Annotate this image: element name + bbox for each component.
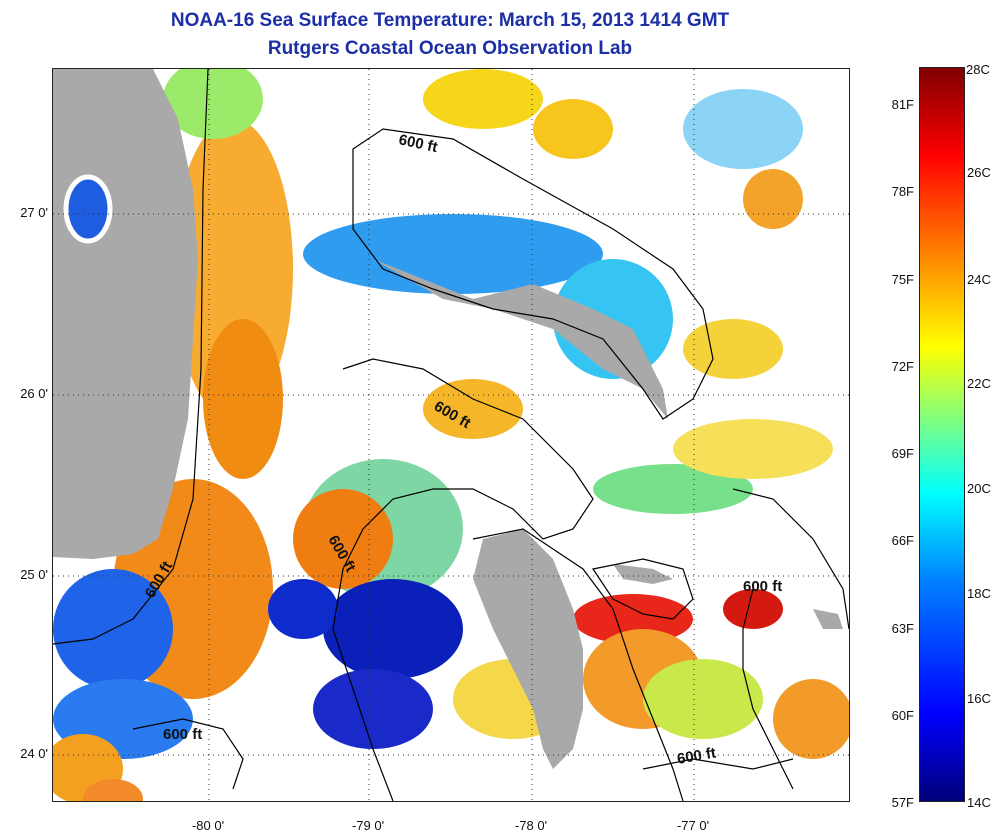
colorbar-c-label: 22C xyxy=(967,376,991,391)
longitude-label: -79 0' xyxy=(351,818,385,833)
contour-label: 600 ft xyxy=(163,726,202,743)
longitude-label: -78 0' xyxy=(514,818,548,833)
colorbar-f-label: 72F xyxy=(891,359,914,374)
latitude-label: 24 0' xyxy=(20,746,48,761)
depth-contours xyxy=(53,69,849,801)
colorbar-c-label: 16C xyxy=(967,691,991,706)
contour-label: 600 ft xyxy=(676,744,718,768)
colorbar-c-label: 26C xyxy=(967,165,991,180)
contour-label: 600 ft xyxy=(743,578,782,595)
colorbar-c-label: 18C xyxy=(967,586,991,601)
latitude-label: 25 0' xyxy=(20,567,48,582)
colorbar-f-label: 69F xyxy=(891,446,914,461)
colorbar-c-label: 24C xyxy=(967,272,991,287)
longitude-label: -80 0' xyxy=(191,818,225,833)
colorbar-f-label: 81F xyxy=(891,97,914,112)
temperature-colorbar xyxy=(919,67,965,802)
lat-lon-grid xyxy=(53,69,849,801)
colorbar-f-label: 63F xyxy=(891,621,914,636)
latitude-label: 26 0' xyxy=(20,386,48,401)
map-title: NOAA-16 Sea Surface Temperature: March 1… xyxy=(170,10,730,31)
longitude-label: -77 0' xyxy=(676,818,710,833)
sst-map: 600 ft 600 ft 600 ft 600 ft 600 ft 600 f… xyxy=(52,68,850,802)
land-masses xyxy=(53,69,843,769)
colorbar-c-label: 14C xyxy=(967,795,991,810)
colorbar-f-label: 66F xyxy=(891,533,914,548)
colorbar-f-label: 60F xyxy=(891,708,914,723)
contour-label: 600 ft xyxy=(397,131,439,156)
map-subtitle: Rutgers Coastal Ocean Observation Lab xyxy=(267,38,633,59)
colorbar-f-label: 57F xyxy=(891,795,914,810)
sst-map-canvas: 600 ft 600 ft 600 ft 600 ft 600 ft 600 f… xyxy=(53,69,849,801)
colorbar-f-label: 75F xyxy=(891,272,914,287)
colorbar-top-label: 28C xyxy=(966,62,990,77)
colorbar-f-label: 78F xyxy=(891,184,914,199)
colorbar-c-label: 20C xyxy=(967,481,991,496)
latitude-label: 27 0' xyxy=(20,205,48,220)
